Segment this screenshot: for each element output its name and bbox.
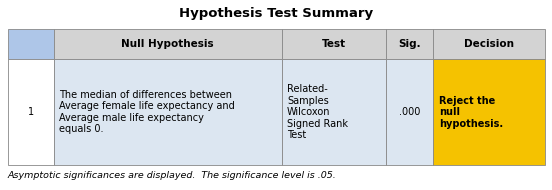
Bar [54,29,282,59]
Text: Related-
Samples
Wilcoxon
Signed Rank
Test: Related- Samples Wilcoxon Signed Rank Te… [287,84,348,140]
Bar [282,59,386,165]
Text: Sig.: Sig. [399,39,421,49]
Bar [8,59,54,165]
Bar [8,29,54,59]
Text: Asymptotic significances are displayed.  The significance level is .05.: Asymptotic significances are displayed. … [8,171,337,180]
Text: Test: Test [322,39,346,49]
Text: The median of differences between
Average female life expectancy and
Average mal: The median of differences between Averag… [59,90,235,135]
Text: 1: 1 [28,107,34,117]
Text: Reject the
null
hypothesis.: Reject the null hypothesis. [439,96,503,129]
Bar [433,59,545,165]
Bar [386,29,433,59]
Text: Null Hypothesis: Null Hypothesis [121,39,214,49]
Bar [386,59,433,165]
Bar [282,29,386,59]
Text: Hypothesis Test Summary: Hypothesis Test Summary [179,7,373,20]
Text: Decision: Decision [464,39,514,49]
Text: .000: .000 [399,107,421,117]
Bar [433,29,545,59]
Bar [54,59,282,165]
